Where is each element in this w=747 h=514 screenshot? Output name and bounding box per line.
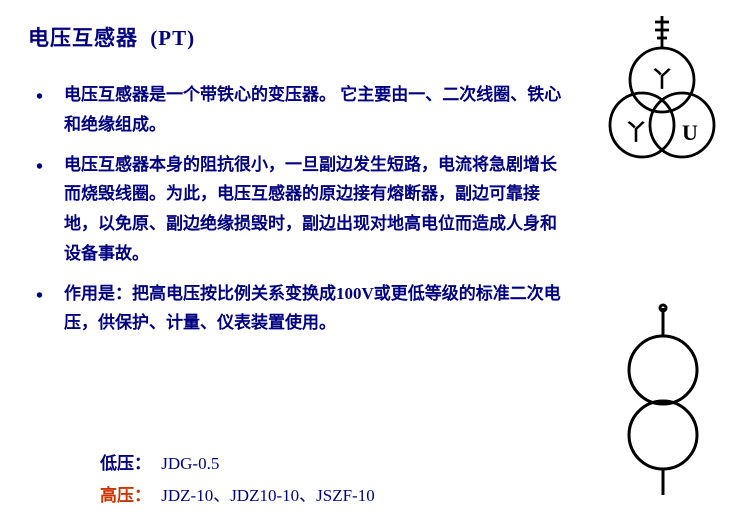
bullet-text: 作用是：把高电压按比例关系变换成100V或更低等级的标准二次电压，供保护、计量、… <box>64 284 561 333</box>
pt-symbol-three-phase: 丫丫U <box>597 10 727 190</box>
bullet-text: 电压互感器本身的阻抗很小，一旦副边发生短路，电流将急剧增长而烧毁线圈。为此，电压… <box>64 155 557 263</box>
low-voltage-label: 低压： <box>100 454 151 473</box>
bullet-text: 电压互感器是一个带铁心的变压器。 它主要由一、二次线圈、铁心和绝缘组成。 <box>64 85 561 134</box>
svg-text:丫: 丫 <box>625 120 647 145</box>
pt-symbol-single-phase <box>613 300 713 500</box>
high-voltage-row: 高压： JDZ-10、JDZ10-10、JSZF-10 <box>100 482 375 511</box>
high-voltage-label: 高压： <box>100 486 151 505</box>
low-voltage-row: 低压： JDG-0.5 <box>100 450 375 479</box>
models-block: 低压： JDG-0.5 高压： JDZ-10、JDZ10-10、JSZF-10 <box>100 450 375 514</box>
bullet-list: 电压互感器是一个带铁心的变压器。 它主要由一、二次线圈、铁心和绝缘组成。 电压互… <box>28 80 568 338</box>
title-cn: 电压互感器 <box>28 26 138 50</box>
title-en: (PT) <box>150 26 195 50</box>
bullet-item: 电压互感器是一个带铁心的变压器。 它主要由一、二次线圈、铁心和绝缘组成。 <box>28 80 568 140</box>
low-voltage-value: JDG-0.5 <box>161 454 219 473</box>
bullet-item: 作用是：把高电压按比例关系变换成100V或更低等级的标准二次电压，供保护、计量、… <box>28 279 568 339</box>
svg-text:U: U <box>682 120 698 145</box>
svg-text:丫: 丫 <box>651 67 673 92</box>
page-title: 电压互感器 (PT) <box>28 22 568 52</box>
content-area: 电压互感器 (PT) 电压互感器是一个带铁心的变压器。 它主要由一、二次线圈、铁… <box>28 22 568 348</box>
high-voltage-value: JDZ-10、JDZ10-10、JSZF-10 <box>161 486 374 505</box>
bullet-item: 电压互感器本身的阻抗很小，一旦副边发生短路，电流将急剧增长而烧毁线圈。为此，电压… <box>28 150 568 269</box>
